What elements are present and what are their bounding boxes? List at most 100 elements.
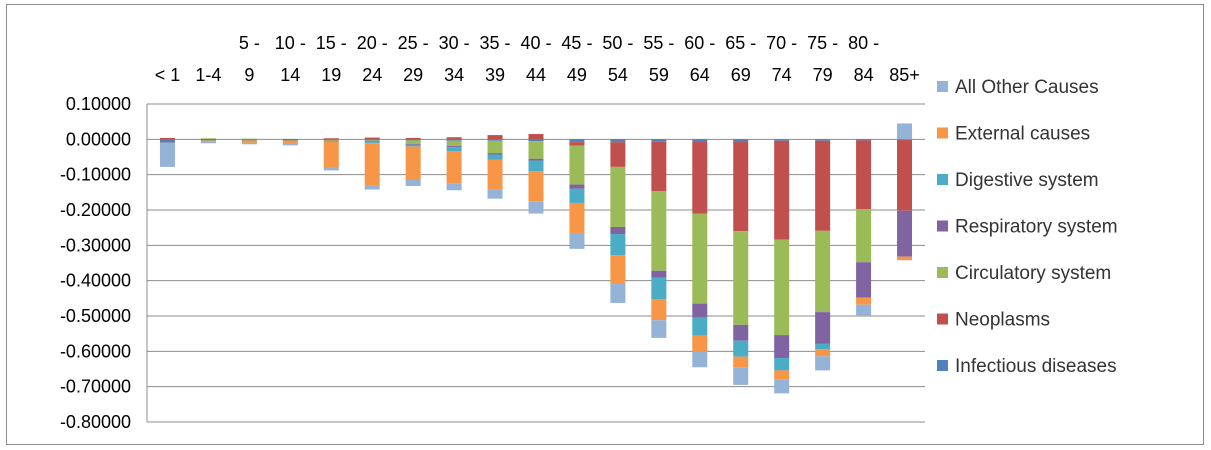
y-tick-label: -0.30000 — [60, 235, 131, 255]
stacked-bar-chart: 0.10000 0.00000 -0.10000 -0.20000 -0.30000 -0… — [60, 33, 1118, 432]
x-tick-label: 60 - — [684, 33, 715, 53]
bar-segment-neoplasms — [610, 142, 626, 167]
x-tick-label: 10 - — [275, 33, 306, 53]
y-tick-label: -0.70000 — [60, 377, 131, 397]
legend-swatch — [937, 127, 948, 139]
x-tick-label: 50 - — [602, 33, 633, 53]
bar-segment-external-causes — [815, 349, 831, 357]
bar-segment-respiratory-system — [610, 226, 626, 235]
x-tick-label: 84 — [854, 65, 874, 85]
bar-segment-circulatory-system — [651, 191, 667, 271]
bar-segment-respiratory-system — [651, 270, 667, 278]
bar-segment-infectious-diseases — [856, 139, 872, 141]
bar-segment-infectious-diseases — [651, 139, 667, 142]
bar-segment-neoplasms — [815, 140, 831, 231]
bar-segment-digestive-system — [651, 277, 667, 300]
x-tick-label: 85+ — [889, 65, 920, 85]
y-tick-labels: 0.10000 0.00000 -0.10000 -0.20000 -0.30000 -0… — [60, 94, 131, 432]
bar-segment-circulatory-system — [487, 140, 503, 154]
x-tick-label: < 1 — [155, 65, 181, 85]
bar-segment-respiratory-system — [815, 312, 831, 344]
y-tick-label: 0.10000 — [66, 94, 131, 114]
bar-segment-external-causes — [364, 143, 380, 186]
bar-segment-neoplasms — [733, 141, 749, 232]
bar-segment-all-other-causes — [856, 304, 872, 316]
bar-segment-neoplasms — [323, 138, 339, 140]
bar-segment-all-other-causes — [774, 379, 790, 394]
bar-segment-infectious-diseases — [897, 139, 913, 141]
bar-segment-circulatory-system — [323, 140, 339, 141]
bar-segment-all-other-causes — [446, 183, 462, 191]
bar-segment-circulatory-system — [856, 209, 872, 263]
x-tick-label: 30 - — [439, 33, 470, 53]
x-tick-label: 29 — [403, 65, 423, 85]
bar-segment-respiratory-system — [528, 158, 544, 161]
bar-segment-circulatory-system — [774, 239, 790, 336]
bar-segment-infectious-diseases — [528, 139, 544, 142]
bar-segment-infectious-diseases — [733, 139, 749, 142]
y-tick-label: -0.60000 — [60, 341, 131, 361]
bar-segment-circulatory-system — [610, 166, 626, 227]
bar-segment-circulatory-system — [446, 140, 462, 147]
bar-segment-all-other-causes — [897, 123, 913, 140]
bar-segment-digestive-system — [364, 142, 380, 144]
bar-segment-external-causes — [774, 370, 790, 380]
bar-segment-infectious-diseases — [815, 139, 831, 141]
bar-segment-digestive-system — [487, 154, 503, 160]
legend-label: External causes — [955, 124, 1090, 145]
bar-segment-respiratory-system — [364, 141, 380, 143]
bar-segment-respiratory-system — [733, 324, 749, 341]
bar-segment-external-causes — [446, 151, 462, 184]
bar-segment-external-causes — [856, 297, 872, 305]
x-tick-label: 49 — [567, 65, 587, 85]
bar-segment-digestive-system — [610, 234, 626, 256]
y-tick-label: -0.50000 — [60, 306, 131, 326]
bar-segment-circulatory-system — [200, 138, 216, 140]
bar-segment-all-other-causes — [569, 232, 585, 249]
bar-segment-external-causes — [405, 146, 421, 180]
x-tick-label: 69 — [731, 65, 751, 85]
bar-segment-circulatory-system — [733, 231, 749, 325]
bar-segment-external-causes — [159, 142, 175, 144]
x-tick-label: 20 - — [357, 33, 388, 53]
x-tick-label: 74 — [772, 65, 792, 85]
y-tick-label: -0.20000 — [60, 200, 131, 220]
legend-label: Circulatory system — [955, 263, 1111, 284]
bar-segment-circulatory-system — [241, 138, 257, 140]
x-tick-label: 40 - — [520, 33, 551, 53]
bar-segment-all-other-causes — [733, 367, 749, 385]
bar-segment-infectious-diseases — [159, 139, 175, 143]
bar-segment-neoplasms — [282, 138, 298, 140]
bar-segment-external-causes — [282, 140, 298, 144]
bar-segment-infectious-diseases — [610, 139, 626, 143]
bar-segment-all-other-causes — [282, 143, 298, 146]
bar-segment-all-other-causes — [610, 283, 626, 303]
legend-label: Infectious diseases — [955, 356, 1117, 377]
bar-segment-respiratory-system — [897, 210, 913, 257]
bar-segment-circulatory-system — [528, 141, 544, 159]
x-tick-label: 54 — [608, 65, 628, 85]
bar-segment-respiratory-system — [692, 303, 708, 318]
bar-segment-neoplasms — [692, 141, 708, 214]
bar-segment-circulatory-system — [405, 140, 421, 144]
x-tick-label: 75 - — [807, 33, 838, 53]
bars — [159, 123, 913, 394]
bar-segment-all-other-causes — [692, 351, 708, 368]
x-tick-label: 15 - — [316, 33, 347, 53]
bar-segment-neoplasms — [569, 142, 585, 146]
x-tick-label: 55 - — [643, 33, 674, 53]
bar-segment-external-causes — [692, 335, 708, 352]
x-tick-label: 24 — [362, 65, 382, 85]
bar-segment-all-other-causes — [159, 143, 175, 167]
bar-segment-all-other-causes — [651, 320, 667, 338]
x-tick-label: 19 — [321, 65, 341, 85]
bar-segment-digestive-system — [446, 147, 462, 152]
x-tick-label: 44 — [526, 65, 546, 85]
bar-segment-neoplasms — [446, 137, 462, 140]
y-tick-label: 0.00000 — [66, 129, 131, 149]
bar-segment-neoplasms — [651, 141, 667, 192]
bar-segment-infectious-diseases — [692, 139, 708, 142]
bar-segment-infectious-diseases — [364, 139, 380, 141]
x-tick-label: 39 — [485, 65, 505, 85]
bar-segment-digestive-system — [692, 317, 708, 336]
